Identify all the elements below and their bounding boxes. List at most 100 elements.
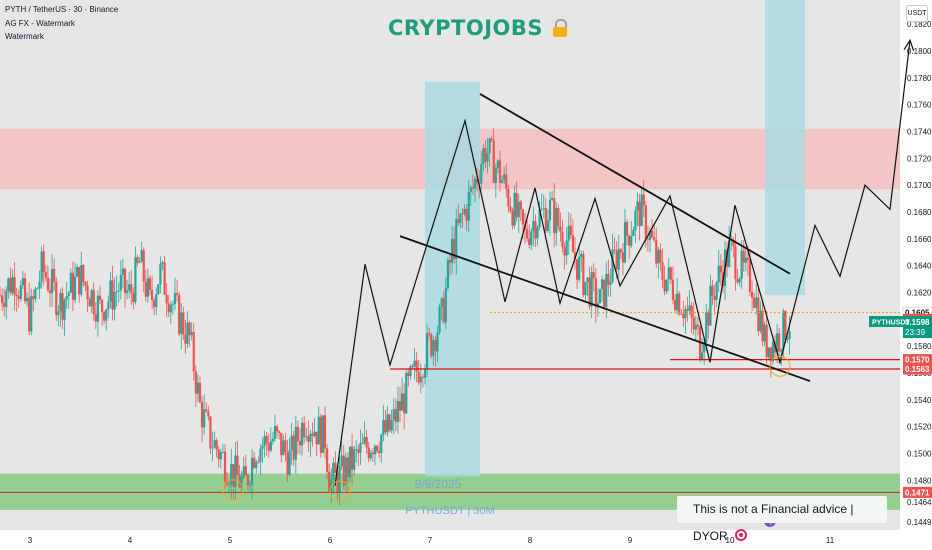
x-tick-label: 11: [826, 536, 835, 545]
candle-body: [680, 313, 683, 315]
candle-body: [55, 281, 58, 316]
watermark-date: 9/9/2025: [415, 477, 462, 491]
candle-body: [534, 221, 537, 239]
candle-body: [428, 333, 431, 335]
candle-body: [42, 251, 45, 272]
indicator-label-watermark-fx[interactable]: AG FX - Watermark: [5, 19, 75, 28]
candle-body: [571, 235, 575, 253]
candle-body: [196, 382, 200, 394]
candle-body: [309, 433, 312, 442]
candle-body: [440, 298, 443, 308]
candle-body: [782, 310, 785, 350]
candle-body: [80, 265, 83, 295]
candle-body: [65, 296, 68, 300]
candle-body: [19, 285, 22, 299]
candle-body: [292, 435, 295, 460]
candle-body: [609, 282, 612, 285]
candle-body: [217, 449, 220, 460]
candle-body: [386, 414, 389, 433]
candle-body: [232, 464, 235, 487]
candle-body: [467, 192, 470, 221]
candle-body: [488, 138, 491, 154]
symbol-tag[interactable]: PYTHUSDT: [872, 320, 910, 327]
candle-body: [367, 447, 370, 459]
candle-body: [90, 290, 93, 307]
candle-body: [200, 402, 204, 428]
x-tick-label: 8: [528, 536, 533, 545]
candle-body: [436, 332, 439, 352]
candle-body: [73, 276, 77, 300]
current-price-value: 0.1598: [905, 318, 930, 327]
projection-path[interactable]: [334, 40, 911, 486]
candle-body: [205, 409, 208, 412]
candle-body: [673, 299, 677, 311]
candle-body: [457, 219, 460, 223]
x-tick-label: 4: [128, 536, 133, 545]
candle-body: [765, 324, 768, 358]
candle-body: [157, 284, 160, 294]
candle-body: [255, 461, 258, 468]
candle-body: [761, 310, 764, 342]
candle-body: [788, 331, 791, 340]
symbol-tag-bg: [869, 316, 903, 328]
candle-body: [271, 438, 275, 442]
candle-body: [17, 296, 20, 299]
candle-body: [142, 250, 145, 282]
candle-body: [313, 431, 316, 437]
candle-body: [513, 192, 516, 226]
candle-body: [53, 269, 56, 282]
candle-body: [582, 254, 585, 296]
candle-body: [784, 310, 787, 340]
candle-body: [528, 238, 531, 245]
candle-body: [398, 401, 402, 411]
candle-body: [567, 225, 570, 241]
candle-body: [630, 236, 633, 246]
trendline-lower[interactable]: [399, 235, 811, 382]
y-tick-label: 0.1620: [907, 289, 932, 298]
candle-body: [100, 299, 104, 312]
price-label-0.1605: 0.1605: [905, 309, 930, 318]
candle-body: [448, 260, 452, 263]
candle-body: [61, 293, 64, 320]
candle-body: [505, 174, 508, 189]
candle-body: [317, 416, 320, 445]
candle-body: [46, 277, 50, 291]
price-label-bg: [903, 363, 932, 375]
candle-body: [140, 250, 143, 262]
candle-body: [494, 168, 497, 183]
candle-body: [23, 278, 27, 302]
currency-unit-button[interactable]: USDT: [906, 5, 928, 22]
watermark-symbol: PYTHUSDT | 30M: [405, 505, 494, 517]
candle-body: [11, 277, 14, 293]
candle-body: [28, 297, 31, 332]
y-tick-label: 0.1660: [907, 235, 932, 244]
y-tick-label: 0.1820: [907, 20, 932, 29]
candle-body: [503, 174, 506, 181]
candle-body: [517, 201, 520, 218]
candle-body: [307, 436, 310, 442]
time-axis-background: [0, 530, 900, 550]
indicator-label-watermark[interactable]: Watermark: [5, 32, 44, 41]
candle-body: [713, 296, 716, 300]
trendline-upper[interactable]: [479, 93, 791, 275]
candle-body: [719, 265, 722, 273]
price-label-0.1563: 0.1563: [905, 365, 930, 374]
candle-body: [442, 298, 445, 323]
x-tick-label: 9: [628, 536, 633, 545]
candle-body: [132, 293, 135, 303]
candle-body: [746, 257, 750, 260]
candle-body: [390, 420, 393, 431]
candle-body: [378, 451, 381, 453]
symbol-title[interactable]: PYTH / TetherUS · 30 · Binance: [5, 5, 119, 14]
price-label-bg: [903, 354, 932, 366]
y-tick-label: 0.1700: [907, 181, 932, 190]
candle-body: [498, 160, 502, 183]
candle-body: [371, 452, 375, 455]
candle-body: [459, 213, 462, 223]
candle-body: [686, 308, 689, 311]
candle-body: [484, 148, 487, 162]
lock-icon: [552, 19, 567, 37]
candle-body: [592, 272, 595, 278]
candle-body: [296, 426, 300, 442]
